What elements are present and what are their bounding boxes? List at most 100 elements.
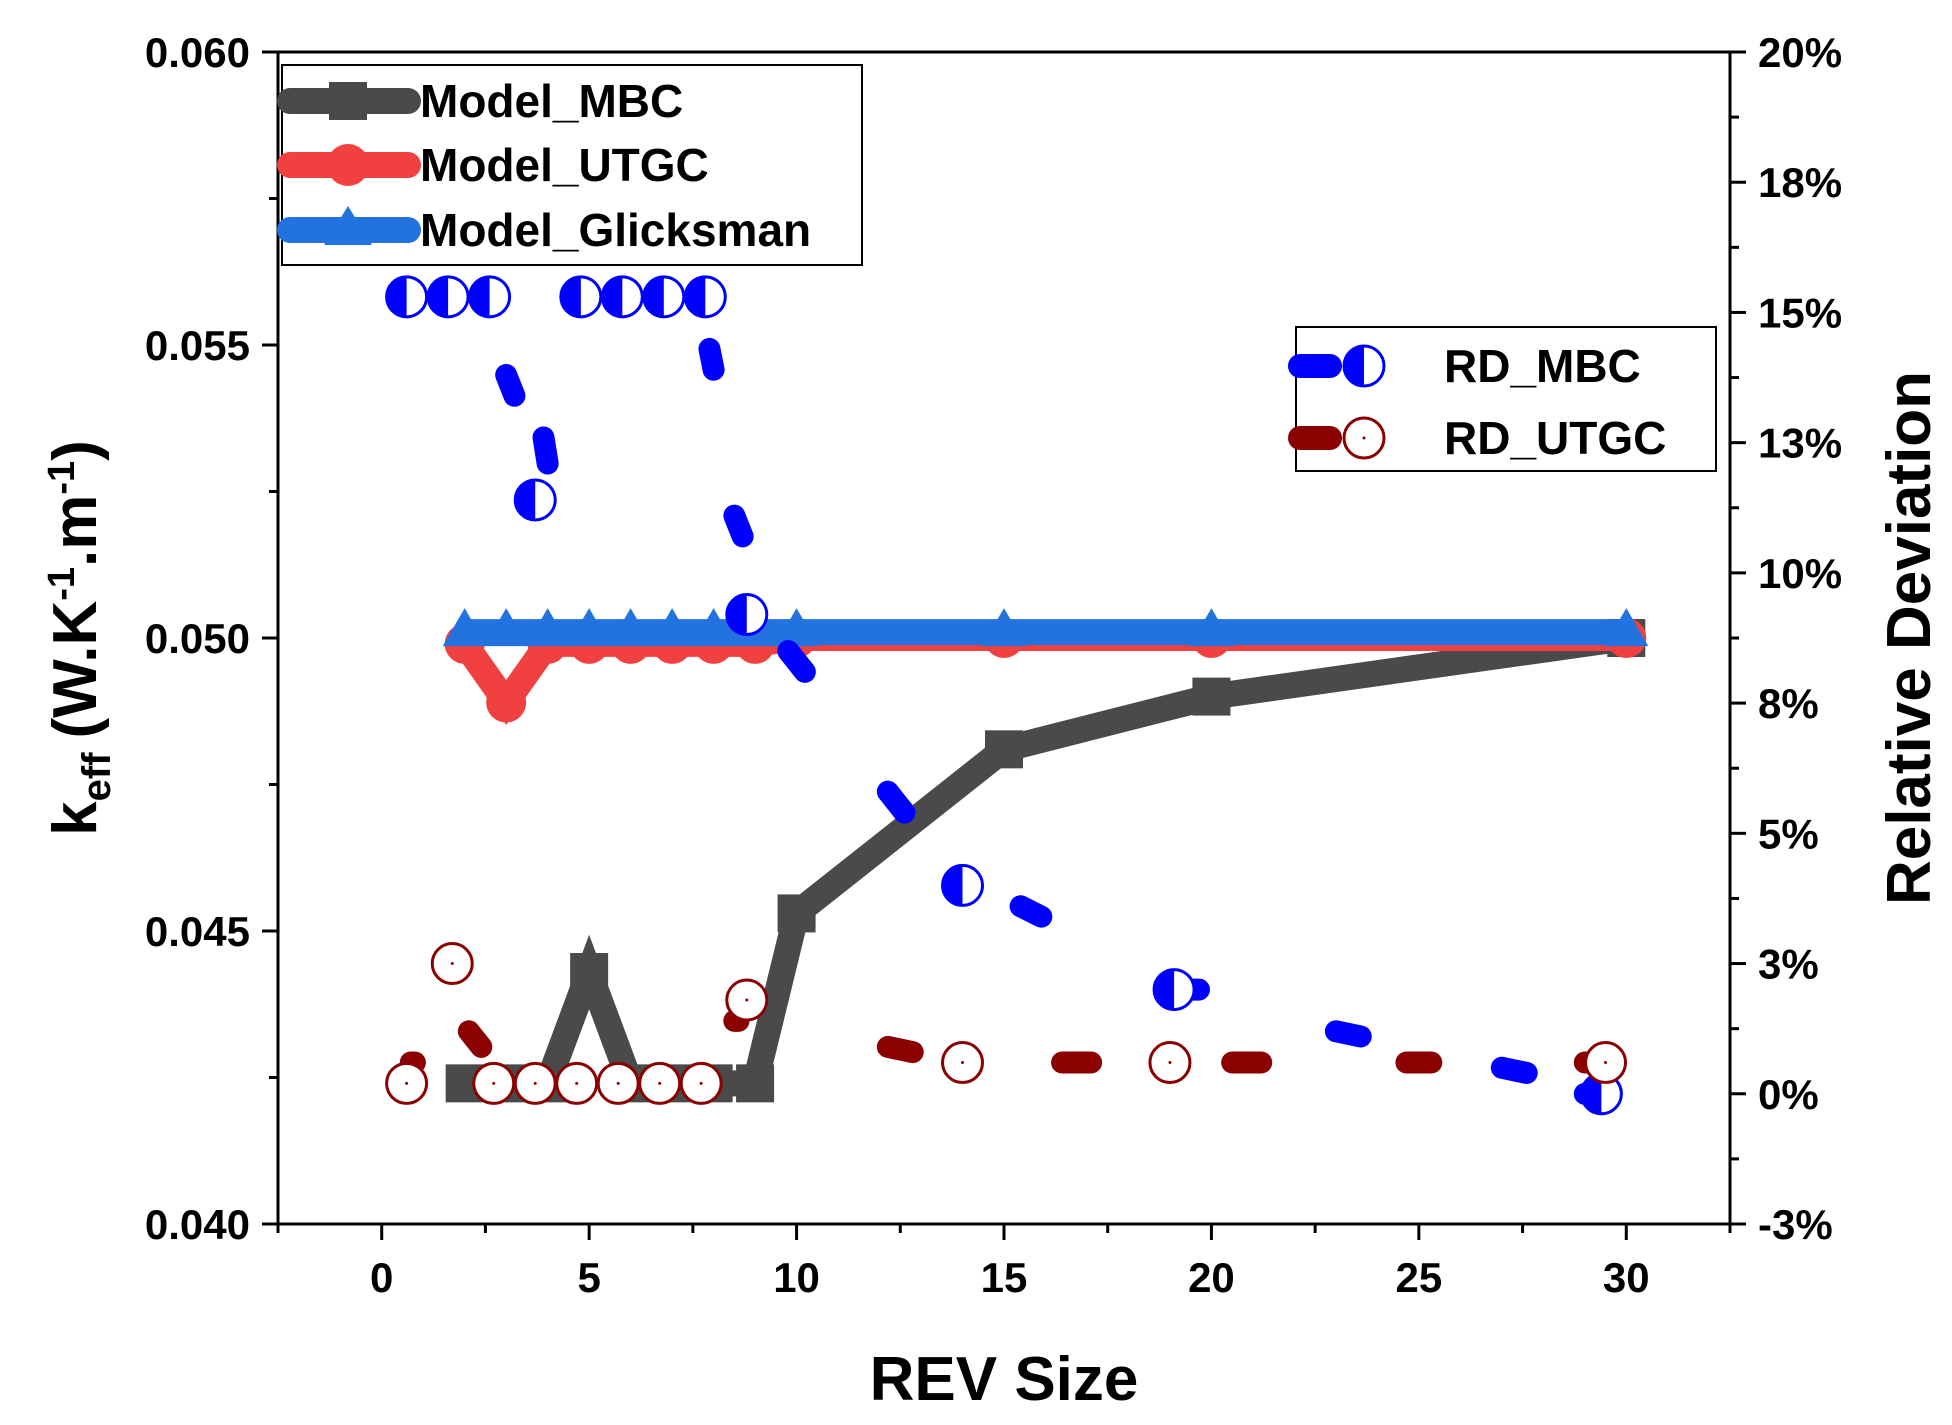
rd-mbc-point (559, 275, 603, 319)
rd-utgc-point (596, 1061, 640, 1105)
rd-mbc-point-fill (726, 594, 747, 635)
legend-model-mbc-marker (329, 82, 367, 120)
y-tick-label: 0.055 (145, 322, 250, 369)
model-mbc-point (985, 730, 1023, 769)
rd-utgc-point (1148, 1041, 1192, 1085)
rd-utgc-dash (876, 1035, 924, 1064)
rd-mbc-point (642, 275, 686, 319)
x-tick-label: 30 (1603, 1254, 1650, 1301)
rd-utgc-point-dot (450, 962, 454, 966)
rd-mbc-point (683, 275, 727, 319)
legend-model-mbc-label: Model_MBC (420, 75, 683, 127)
rd-utgc-point (725, 978, 769, 1022)
legend-model-glicksman-label: Model_Glicksman (420, 204, 811, 256)
rd-utgc-point-dot (616, 1081, 620, 1085)
rd-mbc-dash (723, 504, 754, 548)
legend-rd-mbc-label: RD_MBC (1444, 340, 1641, 392)
y2-axis-title: Relative Deviation (1875, 371, 1944, 905)
rd-utgc-point (430, 942, 474, 986)
model-glicksman-point (567, 608, 612, 647)
model-glicksman-point (484, 608, 529, 647)
y-tick-label: 0.060 (145, 29, 250, 76)
model-glicksman-point (1189, 608, 1234, 647)
rd-mbc-point (513, 478, 557, 522)
rd-utgc-point-dot (961, 1061, 965, 1065)
rd-utgc-point (513, 1061, 557, 1105)
model-mbc-point (736, 1064, 775, 1103)
x-tick-label: 5 (577, 1254, 600, 1301)
rd-mbc-point-fill (386, 276, 407, 317)
x-tick-label: 20 (1188, 1254, 1235, 1301)
rd-utgc-point-dot (1604, 1061, 1608, 1065)
y-axis-title-subscript: eff (75, 752, 119, 802)
y-axis-title-units-3: .m (41, 495, 110, 567)
rd-utgc-dash (457, 1020, 493, 1058)
rd-mbc-point-fill (515, 479, 536, 520)
legend-model-glicksman-marker (324, 206, 372, 245)
model-glicksman-point (650, 608, 695, 647)
model-glicksman-point (774, 608, 819, 647)
rd-mbc-point-fill (1581, 1073, 1602, 1114)
model-mbc-point (1192, 677, 1231, 716)
rd-mbc-point-fill (942, 865, 963, 906)
y2-tick-label: 8% (1758, 680, 1819, 727)
legend-model-utgc-marker (327, 144, 369, 186)
legend-model-utgc-label: Model_UTGC (420, 139, 709, 191)
rd-mbc-dash (777, 640, 816, 683)
y-axis-title-units-2: -1 (41, 567, 83, 601)
rd-utgc-point-dot (745, 998, 749, 1002)
y2-tick-label: -3% (1758, 1201, 1833, 1248)
rd-mbc-dash (1009, 895, 1053, 928)
x-tick-label: 25 (1395, 1254, 1442, 1301)
rd-utgc-point-dot (492, 1081, 496, 1085)
rd-utgc-point-dot (658, 1081, 662, 1085)
y2-tick-label: 3% (1758, 941, 1819, 988)
rd-utgc-point (555, 1061, 599, 1105)
x-tick-label: 10 (773, 1254, 820, 1301)
rd-mbc-point (600, 275, 644, 319)
rd-utgc-point (472, 1061, 516, 1105)
model-glicksman-point (982, 608, 1026, 647)
rd-mbc-point-fill (428, 276, 449, 317)
rd-utgc-point-dot (405, 1081, 409, 1085)
rd-utgc-point-dot (533, 1081, 537, 1085)
model-utgc-point (486, 682, 527, 723)
y-axis-title-units-4: -1 (41, 461, 83, 495)
rd-utgc-point (941, 1041, 985, 1085)
rd-utgc-point-dot (1168, 1061, 1172, 1065)
rd-mbc-dash (1324, 1020, 1372, 1048)
y2-tick-label: 15% (1758, 289, 1842, 336)
rd-utgc-point (385, 1061, 429, 1105)
y2-tick-label: 10% (1758, 550, 1842, 597)
model-glicksman-point (691, 608, 736, 647)
x-tick-label: 0 (370, 1254, 393, 1301)
model-glicksman-point (442, 608, 487, 647)
rd-mbc-point (725, 593, 769, 637)
rd-mbc-dash (1490, 1056, 1538, 1084)
rd-utgc-point-dot (575, 1081, 579, 1085)
y2-tick-label: 20% (1758, 29, 1842, 76)
y2-tick-label: 0% (1758, 1071, 1819, 1118)
y-tick-label: 0.040 (145, 1201, 250, 1248)
y-tick-label: 0.050 (145, 615, 250, 662)
model-mbc-point (570, 953, 609, 992)
legend-rd: RD_MBC RD_UTGC (1288, 326, 1717, 472)
legend-rd-utgc-label: RD_UTGC (1444, 412, 1666, 464)
rd-mbc-point-fill (560, 276, 581, 317)
y2-tick-label: 13% (1758, 420, 1842, 467)
rd-mbc-point-fill (1154, 969, 1175, 1010)
rd-mbc-dash (532, 426, 559, 475)
rd-mbc-point (941, 863, 985, 907)
rd-utgc-point (1584, 1041, 1628, 1085)
model-mbc-line (464, 625, 1629, 1097)
y2-tick-label: 5% (1758, 810, 1819, 857)
rd-utgc-point (638, 1061, 682, 1105)
x-axis-title: REV Size (870, 1345, 1139, 1414)
model-glicksman-point (1604, 608, 1649, 647)
rd-mbc-dash (698, 337, 725, 381)
rd-utgc-point (679, 1061, 723, 1105)
legend-rd-utgc-marker (1342, 416, 1386, 460)
rd-mbc-point-fill (643, 276, 664, 317)
